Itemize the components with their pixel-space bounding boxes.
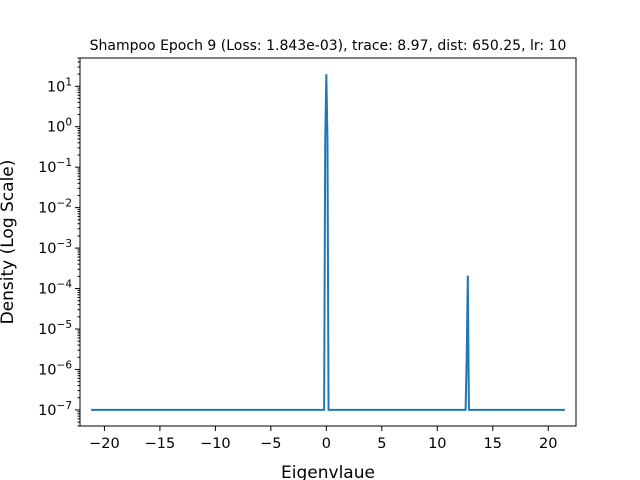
x-tick-label: −5: [260, 436, 281, 452]
density-series-line-0: [91, 74, 565, 411]
y-tick-label: 10−1: [38, 157, 72, 176]
chart-title: Shampoo Epoch 9 (Loss: 1.843e-03), trace…: [90, 38, 567, 54]
y-axis-label: Density (Log Scale): [0, 160, 18, 325]
y-tick-label: 10−6: [38, 359, 72, 378]
x-tick-label: 10: [428, 436, 446, 452]
y-tick-label: 10−7: [38, 400, 72, 419]
x-tick-label: −15: [145, 436, 176, 452]
axes-frame: [79, 57, 577, 427]
y-tick-label: 100: [47, 117, 72, 136]
x-tick-label: −10: [200, 436, 231, 452]
x-axis-label: Eigenvlaue: [281, 463, 375, 480]
y-tick-label: 10−5: [38, 319, 72, 338]
x-axis: −20 −15 −10 −5 0 5 10 15 20: [89, 426, 557, 452]
y-tick-label: 10−4: [38, 279, 72, 298]
x-tick-label: 0: [322, 436, 331, 452]
plot-area: [91, 74, 565, 411]
x-tick-label: 20: [539, 436, 557, 452]
y-tick-label: 101: [47, 76, 72, 95]
y-axis: 10−7 10−6 10−5 10−4 10−3 10−2 10−1 100 101: [38, 57, 80, 427]
y-tick-label: 10−3: [38, 238, 72, 257]
x-tick-label: −20: [89, 436, 120, 452]
x-tick-label: 5: [377, 436, 386, 452]
y-tick-label: 10−2: [38, 198, 72, 217]
x-tick-label: 15: [484, 436, 502, 452]
